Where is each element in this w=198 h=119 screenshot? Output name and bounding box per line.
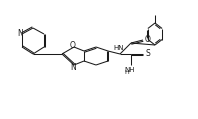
Text: NH: NH bbox=[125, 67, 135, 74]
Text: S: S bbox=[145, 50, 150, 59]
Text: N: N bbox=[17, 28, 23, 37]
Text: O: O bbox=[70, 40, 76, 50]
Text: H: H bbox=[125, 70, 129, 75]
Text: O: O bbox=[145, 35, 151, 45]
Text: N: N bbox=[70, 62, 76, 72]
Text: HN: HN bbox=[114, 45, 124, 51]
